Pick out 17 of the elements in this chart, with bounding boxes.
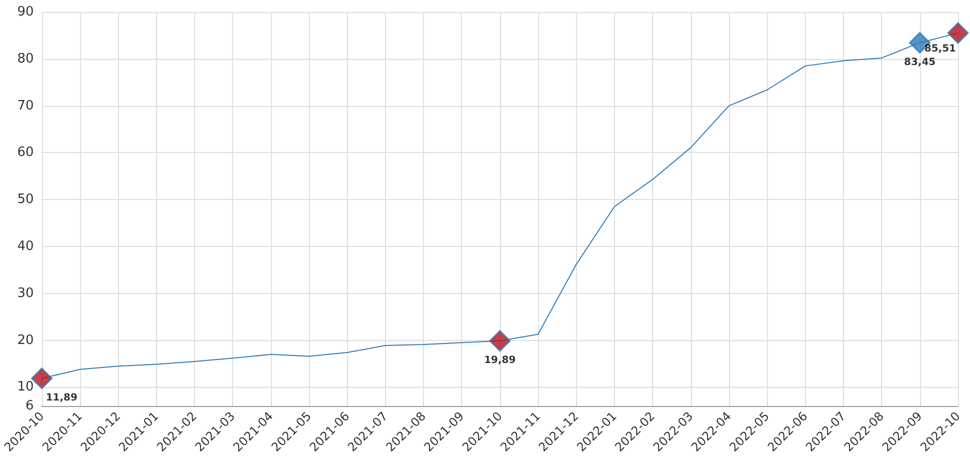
y-tick-label: 30 bbox=[17, 286, 34, 301]
y-tick-label: 80 bbox=[17, 51, 34, 66]
data-label: 85,51 bbox=[924, 43, 956, 54]
point bbox=[947, 22, 969, 44]
y-tick-label: 10 bbox=[17, 380, 34, 395]
y-tick-label: 50 bbox=[17, 192, 34, 208]
y-tick-label: 40 bbox=[17, 239, 34, 254]
y-tick-label: 70 bbox=[17, 98, 34, 114]
y-tick-label: 6 bbox=[26, 398, 34, 414]
y-tick-label: 90 bbox=[17, 4, 34, 20]
data-label: 19,89 bbox=[484, 355, 516, 366]
y-tick-label: 20 bbox=[17, 332, 34, 348]
point bbox=[489, 330, 511, 352]
y-tick-label: 60 bbox=[17, 145, 34, 160]
data-label: 11,89 bbox=[46, 392, 78, 404]
data-label: 83,45 bbox=[904, 56, 936, 68]
point bbox=[31, 368, 53, 390]
